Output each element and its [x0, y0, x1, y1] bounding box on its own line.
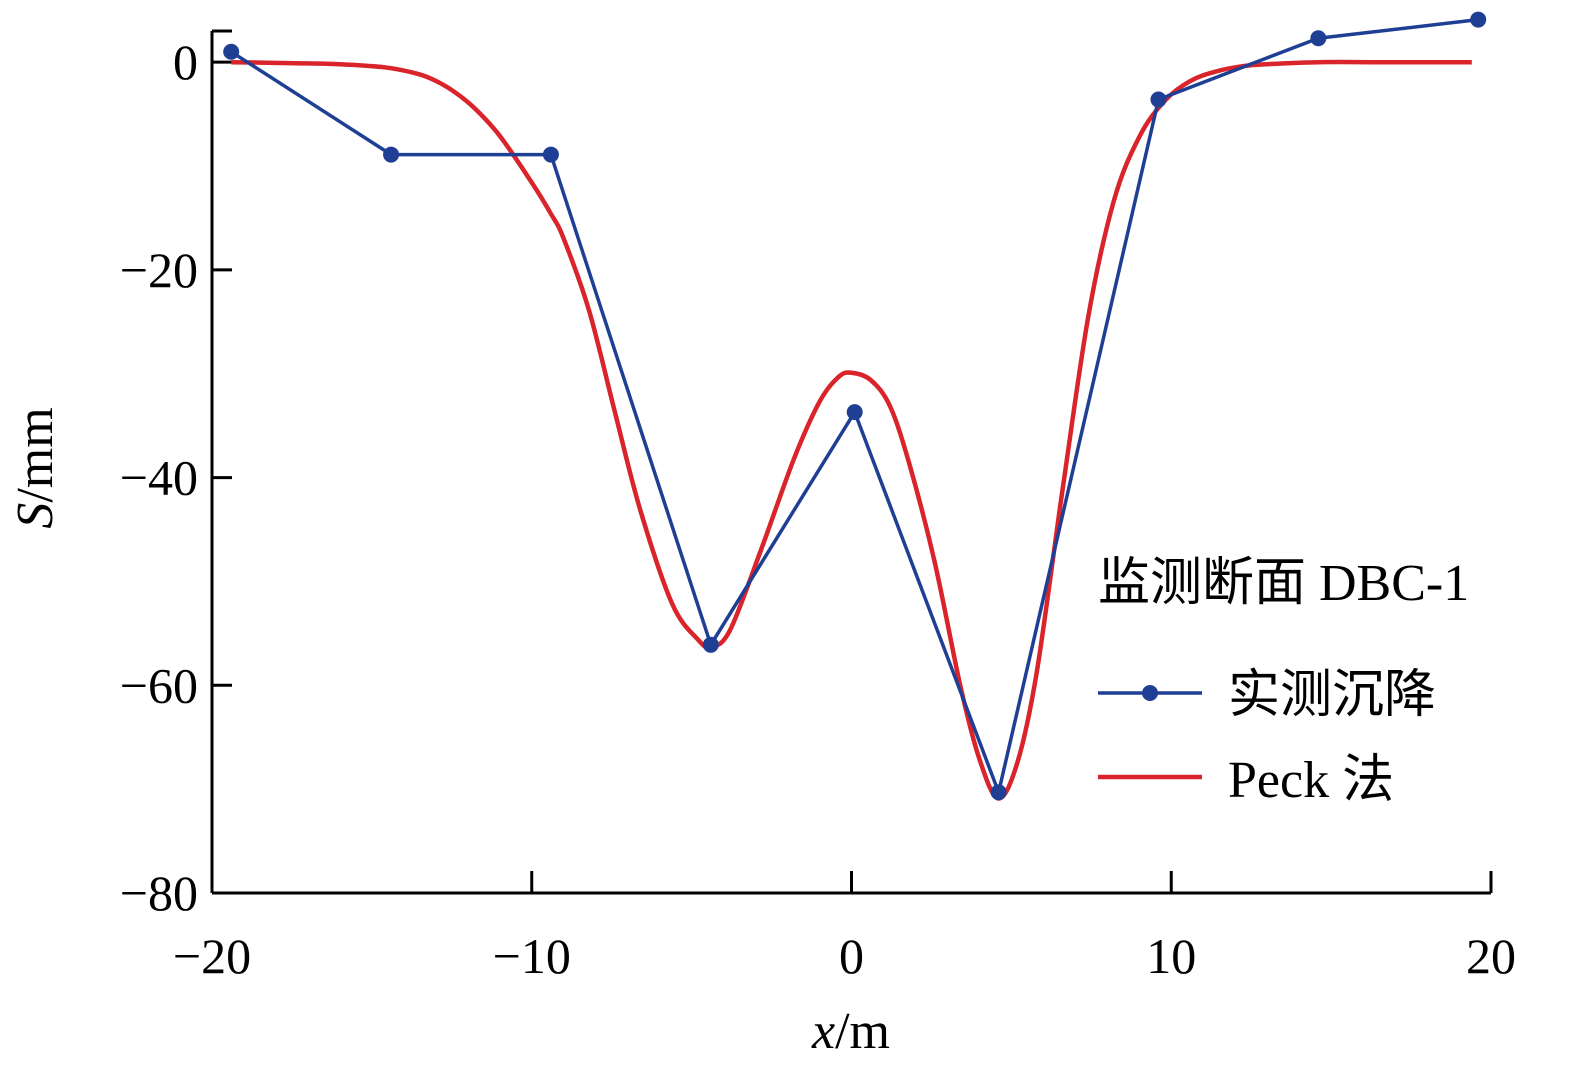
y-axis-ticks: 0 −20 −40 −60 −80	[120, 34, 232, 921]
x-tick-label: 20	[1466, 928, 1516, 984]
y-tick-label: −20	[120, 242, 198, 298]
x-axis-var: x	[811, 1003, 835, 1060]
x-tick-label: 0	[839, 928, 864, 984]
y-tick-label: −80	[120, 865, 198, 921]
legend-title: 监测断面 DBC-1	[1098, 555, 1469, 612]
measured-point	[1150, 91, 1167, 108]
legend-label-peck: Peck 法	[1228, 752, 1394, 809]
measured-point	[1470, 11, 1487, 28]
legend-marker-measured	[1142, 685, 1158, 701]
measured-point	[990, 784, 1007, 801]
measured-point	[846, 404, 863, 421]
y-tick-label: −40	[120, 450, 198, 506]
x-axis-label: x/m	[811, 1003, 890, 1060]
x-axis-unit: /m	[835, 1003, 890, 1060]
y-axis-label: S/mm	[7, 407, 64, 528]
measured-point	[383, 146, 400, 163]
measured-point	[542, 146, 559, 163]
x-tick-label: −10	[493, 928, 571, 984]
legend-label-measured: 实测沉降	[1228, 667, 1436, 724]
legend-item-measured: 实测沉降	[1098, 667, 1436, 724]
measured-point	[1310, 30, 1327, 47]
x-tick-label: 10	[1146, 928, 1196, 984]
measured-point	[223, 43, 240, 60]
y-tick-label: −60	[120, 657, 198, 713]
series-peck-line	[231, 59, 1472, 801]
legend-item-peck: Peck 法	[1098, 752, 1394, 809]
measured-point	[702, 636, 719, 653]
x-tick-label: −20	[173, 928, 251, 984]
x-axis-ticks: −20 −10 0 10 20	[173, 871, 1516, 984]
y-axis-unit: /mm	[7, 407, 64, 502]
y-tick-label: 0	[173, 34, 198, 90]
y-axis-var: S	[7, 503, 64, 529]
series-layer	[223, 11, 1487, 801]
legend: 监测断面 DBC-1 实测沉降 Peck 法	[1098, 555, 1469, 809]
